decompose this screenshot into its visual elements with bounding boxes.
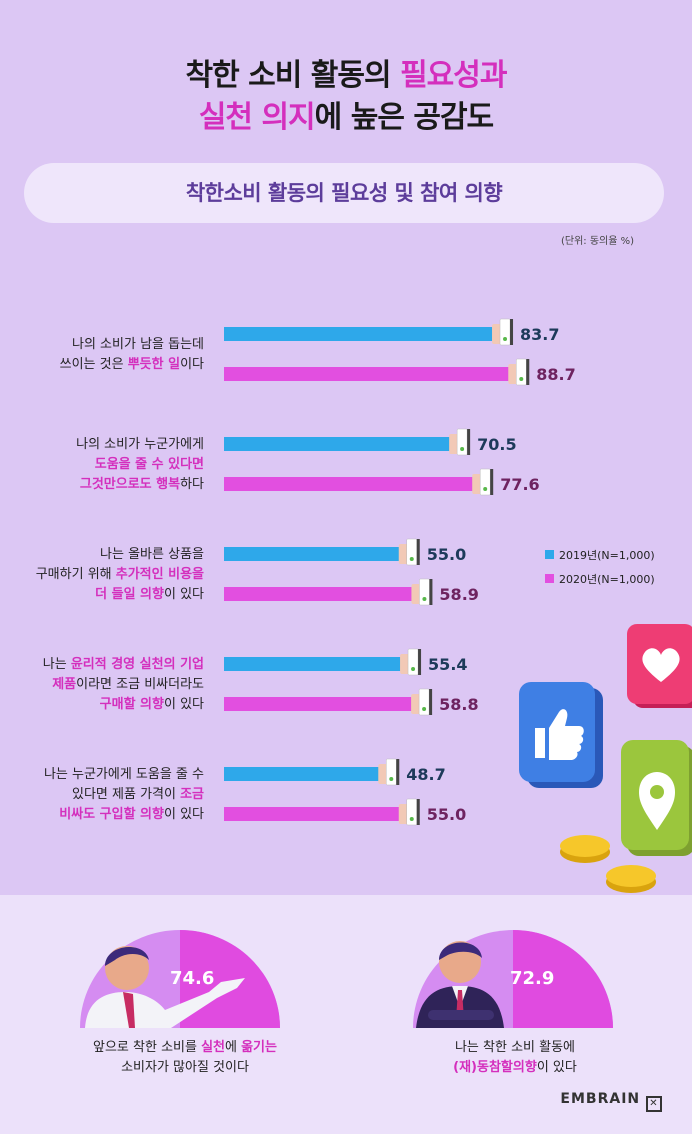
value-label-2019-q4: 55.4 (428, 655, 467, 674)
bar-chart: 83.7 88.7 70.5 77.6 55.0 58.9 55.4 58.8 48.7 55.0 (224, 318, 576, 826)
card-hand-icon (411, 578, 433, 606)
value-label-2020-q2: 77.6 (500, 475, 539, 494)
card-hand-icon (411, 688, 433, 716)
thumbs-up-icon (519, 682, 603, 788)
value-label-2019-q5: 48.7 (406, 765, 445, 784)
card-hand-icon (449, 428, 471, 456)
bar-2019-q4 (224, 657, 405, 671)
heart-icon (627, 624, 692, 708)
bar-2020-q4 (224, 697, 416, 711)
bar-2020-q5 (224, 807, 403, 821)
right-value: 72.9 (510, 968, 555, 989)
value-label-2019-q2: 70.5 (477, 435, 516, 454)
left-value: 74.6 (170, 968, 215, 989)
bar-2019-q1 (224, 327, 497, 341)
value-label-2020-q3: 58.9 (439, 585, 478, 604)
subtitle-pill: 착한소비 활동의 필요성 및 참여 의향 (24, 163, 664, 223)
title-line-1: 착한 소비 활동의 필요성과 (185, 58, 508, 93)
semicircle-right-fill (513, 930, 613, 1028)
presenter-man-icon (85, 946, 245, 1028)
semicircle-left (80, 930, 280, 1028)
right-caption: 나는 착한 소비 활동에 (재)동참할의향이 있다 (453, 1040, 577, 1075)
logo-mark-icon: ✕ (646, 1096, 662, 1112)
question-label-4: 나는 윤리적 경영 실천의 기업 제품이라면 조금 비싸더라도 구매할 의향이 있다 (42, 657, 204, 712)
bar-2019-q5 (224, 767, 383, 781)
businessman-icon (416, 941, 504, 1028)
semicircle-right (413, 930, 613, 1028)
value-label-2020-q5: 55.0 (427, 805, 466, 824)
bar-2020-q2 (224, 477, 477, 491)
card-hand-icon (398, 538, 420, 566)
social-icons-illustration (519, 624, 692, 893)
card-hand-icon (398, 798, 420, 826)
title-line-2: 실천 의지에 높은 공감도 (198, 100, 494, 135)
bar-2019-q2 (224, 437, 454, 451)
card-hand-icon (508, 358, 530, 386)
legend-item-2020: 2020년(N=1,000) (545, 571, 655, 587)
value-label-2020-q1: 88.7 (536, 365, 575, 384)
card-hand-icon (492, 318, 514, 346)
legend-item-2019: 2019년(N=1,000) (545, 547, 655, 563)
coins-icon (560, 835, 656, 893)
question-label-2: 나의 소비가 누군가에게 도움을 줄 수 있다면 그것만으로도 행복하다 (76, 437, 204, 492)
unit-note: (단위: 동의율 %) (560, 236, 634, 247)
value-label-2019-q3: 55.0 (427, 545, 466, 564)
value-label-2019-q1: 83.7 (520, 325, 559, 344)
question-label-3: 나는 올바른 상품을 구매하기 위해 추가적인 비용을 더 들일 의향이 있다 (35, 547, 204, 602)
question-label-1: 나의 소비가 남을 돕는데 쓰이는 것은 뿌듯한 일이다 (59, 337, 204, 372)
location-pin-icon (621, 740, 692, 856)
card-hand-icon (378, 758, 400, 786)
bar-2020-q1 (224, 367, 513, 381)
bar-2019-q3 (224, 547, 403, 561)
left-caption: 앞으로 착한 소비를 실천에 옮기는 소비자가 많아질 것이다 (93, 1040, 277, 1075)
bar-2020-q3 (224, 587, 416, 601)
embrain-logo: EMBRAIN ✕ (560, 1091, 662, 1112)
legend-swatch-2019 (545, 550, 554, 559)
card-hand-icon (472, 468, 494, 496)
value-label-2020-q4: 58.8 (439, 695, 478, 714)
card-hand-icon (400, 648, 422, 676)
legend-swatch-2020 (545, 574, 554, 583)
question-label-5: 나는 누군가에게 도움을 줄 수 있다면 제품 가격이 조금 비싸도 구입할 의향이… (43, 767, 204, 822)
